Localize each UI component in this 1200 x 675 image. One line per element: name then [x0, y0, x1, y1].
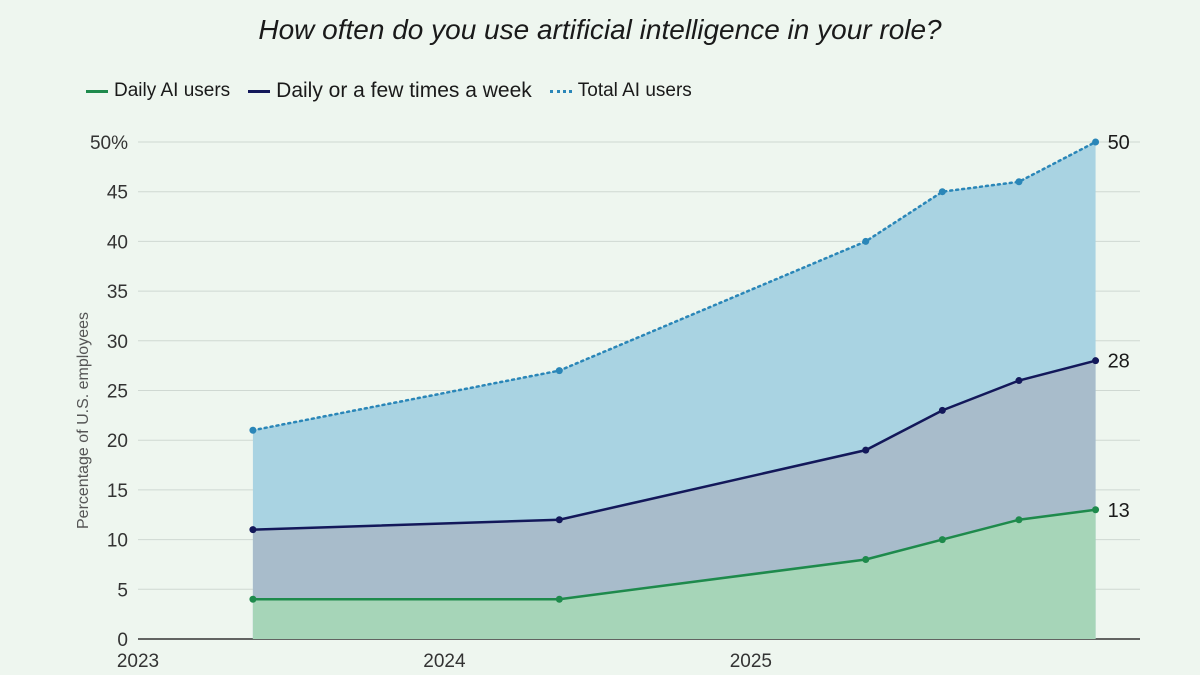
- y-tick-label: 25: [107, 382, 128, 403]
- y-tick-label: 10: [107, 531, 128, 552]
- x-tick-label: 2025: [730, 651, 772, 672]
- data-point: [1092, 357, 1100, 365]
- y-tick-label: 50%: [90, 133, 128, 154]
- data-point: [555, 516, 563, 524]
- end-label-1: 28: [1108, 351, 1130, 373]
- end-label-0: 13: [1108, 500, 1130, 522]
- y-tick-label: 5: [117, 580, 128, 601]
- x-axis-labels: 2023 2024 2025: [117, 651, 772, 672]
- series-points: [249, 138, 1100, 603]
- legend: Daily AI users Daily or a few times a we…: [86, 76, 692, 106]
- x-tick-label: 2024: [423, 651, 466, 672]
- data-point: [249, 426, 257, 434]
- y-axis-title: Percentage of U.S. employees: [75, 312, 92, 529]
- data-point: [1015, 377, 1023, 385]
- series-line-0: [252, 508, 1096, 601]
- legend-item-daily: Daily AI users: [86, 80, 230, 102]
- end-labels: 13 28 50: [1108, 132, 1130, 522]
- chart-title: How often do you use artificial intellig…: [258, 14, 942, 45]
- series-area-0: [252, 509, 1096, 639]
- data-point: [862, 237, 870, 245]
- data-point: [1015, 516, 1023, 524]
- legend-label-total: Total AI users: [577, 80, 692, 101]
- legend-swatch-total: [549, 89, 572, 93]
- legend-item-weekly: Daily or a few times a week: [248, 79, 532, 103]
- y-tick-label: 30: [107, 332, 128, 353]
- y-tick-label: 15: [107, 481, 128, 502]
- series-line-1: [252, 359, 1096, 531]
- y-tick-label: 45: [107, 183, 128, 204]
- data-point: [249, 526, 257, 534]
- data-point: [1092, 506, 1100, 514]
- data-point: [938, 406, 946, 414]
- data-point: [862, 446, 870, 454]
- x-tick-label: 2023: [117, 651, 159, 672]
- data-point: [862, 555, 870, 563]
- legend-item-total: Total AI users: [549, 80, 692, 102]
- data-point: [555, 367, 563, 375]
- data-point: [249, 595, 257, 603]
- legend-swatch-weekly: [248, 89, 271, 93]
- series-line-2: [251, 140, 1097, 432]
- legend-swatch-daily: [86, 89, 108, 93]
- legend-label-daily: Daily AI users: [114, 80, 231, 101]
- data-point: [555, 595, 563, 603]
- data-point: [938, 536, 946, 544]
- y-tick-label: 35: [107, 282, 128, 303]
- y-axis-labels: 0 5 10 15 20 25 30 35 40 45 50%: [90, 133, 128, 651]
- series-areas: [252, 142, 1096, 639]
- y-tick-label: 0: [117, 630, 128, 651]
- data-point: [1092, 138, 1100, 146]
- legend-label-weekly: Daily or a few times a week: [276, 79, 532, 102]
- series-lines: [251, 140, 1097, 601]
- data-point: [1015, 178, 1023, 186]
- y-tick-label: 40: [107, 232, 128, 253]
- end-label-2: 50: [1108, 132, 1130, 154]
- y-tick-label: 20: [107, 431, 128, 452]
- data-point: [938, 188, 946, 196]
